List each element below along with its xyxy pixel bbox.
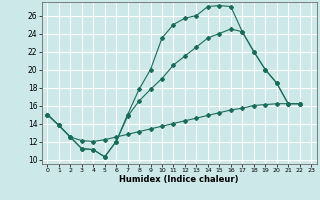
X-axis label: Humidex (Indice chaleur): Humidex (Indice chaleur) (119, 175, 239, 184)
